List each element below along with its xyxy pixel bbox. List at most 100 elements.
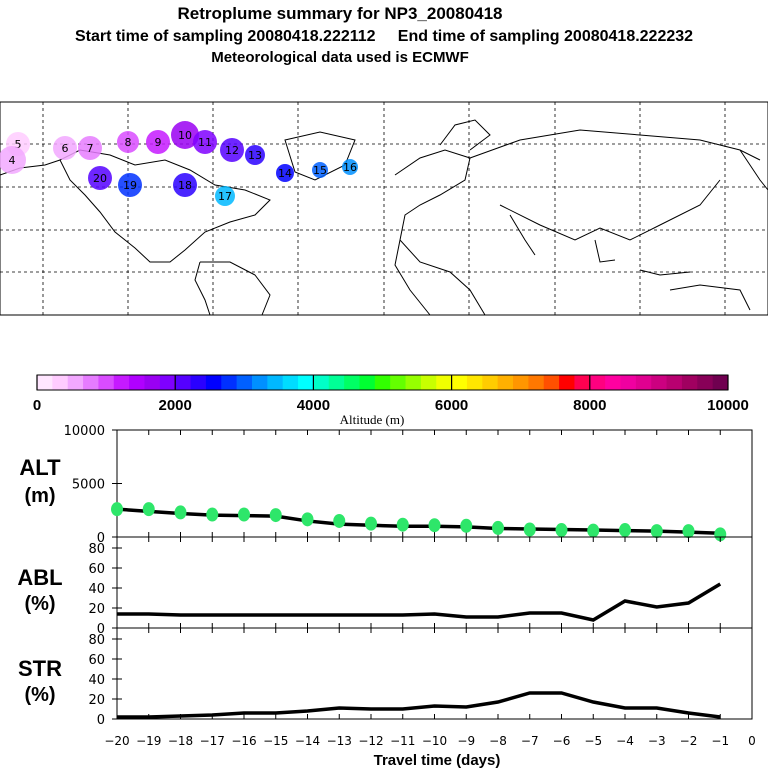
- y-tick-label: 0: [97, 713, 105, 728]
- colorbar-swatch: [528, 375, 545, 390]
- met-data-subtitle: Meteorological data used is ECMWF: [211, 49, 469, 66]
- data-point: [174, 505, 187, 520]
- x-tick-label: −10: [422, 734, 447, 748]
- x-axis-label: Travel time (days): [374, 752, 501, 768]
- x-tick-labels: −20 −19 −18 −17 −16 −15 −14 −13 −12 −11 −10 −9 −8 −7−…: [104, 734, 755, 748]
- colorbar-swatch: [697, 375, 714, 390]
- colorbar-swatch: [67, 375, 84, 390]
- x-tick-label: −9: [457, 734, 475, 748]
- plume-label: 17: [218, 190, 232, 203]
- colorbar-swatch: [559, 375, 575, 390]
- x-tick-label: −6: [553, 734, 571, 748]
- plume-marker: [276, 164, 294, 182]
- colorbar-swatch: [543, 375, 560, 390]
- colorbar-tick-label: 0: [33, 397, 41, 414]
- panel-label: ABL: [17, 565, 62, 590]
- colorbar-swatch: [651, 375, 668, 390]
- colorbar-swatch: [513, 375, 529, 390]
- colorbar-swatch: [113, 375, 130, 390]
- colorbar-tick-label: 4000: [297, 397, 330, 414]
- x-tick-label: −2: [680, 734, 698, 748]
- plume-label: 10: [178, 129, 192, 142]
- retroplume-markers: 5 4 6 7 8 9 10 11 12 13 14 15 16 17 18 19 20: [0, 121, 358, 206]
- data-point: [111, 502, 123, 517]
- colorbar-swatch: [298, 375, 314, 390]
- x-tick-label: −17: [200, 734, 225, 748]
- x-tick-label: 0: [748, 734, 756, 748]
- plume-marker: [171, 121, 199, 149]
- colorbar-swatch: [497, 375, 514, 390]
- plume-marker: [0, 146, 26, 174]
- x-tick-label: −15: [263, 734, 288, 748]
- data-point: [333, 513, 346, 528]
- plume-marker: [118, 173, 142, 197]
- plume-label: 8: [125, 136, 132, 149]
- colorbar-swatch: [620, 375, 637, 390]
- colorbar-swatch: [98, 375, 115, 390]
- colorbar-swatch: [37, 375, 53, 390]
- colorbar-swatch: [405, 375, 422, 390]
- plume-label: 4: [9, 154, 16, 167]
- plume-label: 16: [343, 161, 357, 174]
- y-tick-label: 40: [88, 673, 105, 688]
- x-tick-label: −11: [390, 734, 415, 748]
- data-point: [396, 517, 409, 532]
- colorbar-swatch: [282, 375, 299, 390]
- x-tick-label: −13: [327, 734, 352, 748]
- data-point: [301, 512, 314, 527]
- x-tick-label: −16: [231, 734, 256, 748]
- x-tick-label: −12: [358, 734, 383, 748]
- data-point: [238, 507, 250, 522]
- x-tick-label: −4: [616, 734, 634, 748]
- colorbar-swatch: [344, 375, 360, 390]
- series-line: [117, 582, 722, 622]
- colorbar-swatch: [144, 375, 161, 390]
- plume-marker: [117, 131, 139, 153]
- data-point: [142, 502, 155, 517]
- colorbar-swatch: [221, 375, 238, 390]
- data-point: [682, 524, 695, 539]
- data-point: [206, 507, 219, 522]
- plume-label: 7: [87, 142, 94, 155]
- data-point: [365, 516, 377, 531]
- plume-marker: [146, 130, 170, 154]
- colorbar-tick-label: 6000: [435, 397, 468, 414]
- x-tick-label: −14: [295, 734, 320, 748]
- colorbar-swatch: [175, 375, 192, 390]
- colorbar-swatch: [359, 375, 376, 390]
- colorbar-swatch: [328, 375, 345, 390]
- plume-marker: [53, 136, 77, 160]
- colorbar-swatch: [451, 375, 468, 390]
- colorbar-label: Altitude (m): [340, 412, 405, 427]
- y-tick-label: 0: [97, 531, 105, 546]
- plume-label: 20: [93, 172, 107, 185]
- x-tick-label: −7: [521, 734, 539, 748]
- colorbar-swatch: [205, 375, 222, 390]
- plume-marker: [342, 159, 358, 175]
- panel-unit: (%): [24, 593, 55, 615]
- x-tick-label: −19: [136, 734, 161, 748]
- plume-label: 11: [198, 136, 212, 149]
- data-point: [587, 523, 600, 538]
- plume-marker: [220, 138, 244, 162]
- plume-marker: [88, 166, 112, 190]
- data-point: [555, 523, 568, 538]
- colorbar-swatch: [313, 375, 330, 390]
- data-point: [523, 522, 536, 537]
- y-tick-label: 60: [88, 562, 105, 577]
- colorbar-swatch: [436, 375, 453, 390]
- panel-label: ALT: [19, 455, 61, 480]
- colorbar-tick-label: 2000: [159, 397, 192, 414]
- y-tick-label: 20: [88, 693, 105, 708]
- colorbar-swatch: [236, 375, 253, 390]
- colorbar-tick-label: 10000: [707, 397, 749, 414]
- panel-abl: 80 60 40 20 0 ABL (%): [17, 536, 753, 637]
- coastlines: [0, 119, 768, 316]
- x-tick-label: −3: [648, 734, 666, 748]
- data-point: [460, 518, 473, 533]
- colorbar-swatch: [589, 375, 606, 390]
- panel-str: 80 60 40 20 0 STR (%): [18, 627, 753, 728]
- sampling-time-subtitle: Start time of sampling 20080418.222112 E…: [75, 28, 693, 45]
- plume-marker: [193, 130, 217, 154]
